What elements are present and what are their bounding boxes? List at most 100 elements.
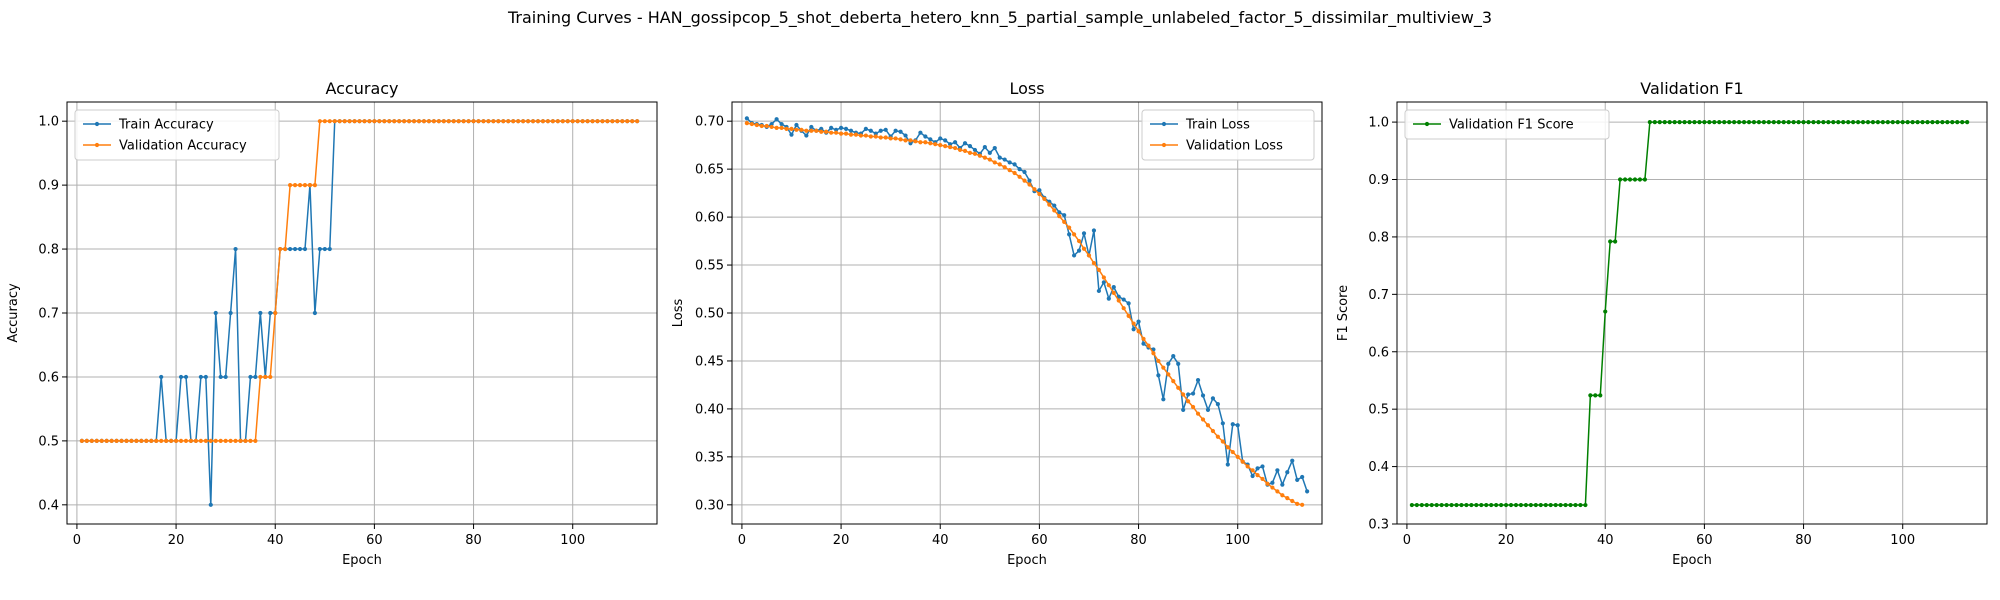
data-point bbox=[322, 119, 327, 124]
validation-f1-chart: 0 20 40 60 80 100 0.3 0.4 0.5 0.6 0.7 0.8 0.9 1.0 Vali… bbox=[1336, 79, 1988, 568]
data-point bbox=[923, 134, 928, 139]
data-point bbox=[223, 374, 228, 380]
data-point bbox=[843, 126, 849, 131]
y-tick-label: 0.65 bbox=[695, 163, 724, 178]
data-point bbox=[193, 438, 199, 443]
data-point bbox=[967, 144, 973, 149]
data-point bbox=[1141, 336, 1146, 341]
y-tick-label: 0.6 bbox=[38, 370, 59, 385]
data-point bbox=[1111, 285, 1116, 290]
data-point bbox=[1190, 391, 1196, 396]
data-point bbox=[943, 144, 948, 149]
data-point bbox=[1240, 459, 1245, 464]
data-point bbox=[173, 438, 179, 443]
data-point bbox=[327, 119, 332, 124]
data-point bbox=[1642, 177, 1647, 182]
x-tick-label: 100 bbox=[1225, 533, 1250, 548]
data-point bbox=[1454, 502, 1459, 508]
y-tick-label: 0.70 bbox=[695, 115, 724, 130]
y-tick-label: 0.5 bbox=[1368, 403, 1389, 418]
data-point bbox=[426, 119, 432, 124]
data-point bbox=[1429, 502, 1434, 508]
data-point bbox=[1831, 120, 1836, 125]
data-point bbox=[1935, 120, 1940, 125]
data-point bbox=[1161, 397, 1166, 402]
data-point bbox=[203, 374, 208, 380]
data-point bbox=[749, 121, 754, 127]
data-point bbox=[1106, 283, 1111, 288]
data-point bbox=[1469, 502, 1474, 508]
data-point bbox=[1667, 120, 1672, 125]
data-point bbox=[1086, 253, 1092, 258]
data-point bbox=[1235, 454, 1240, 459]
data-point bbox=[1568, 502, 1573, 508]
data-point bbox=[1116, 298, 1121, 303]
data-point bbox=[630, 119, 635, 124]
x-tick-label: 20 bbox=[1498, 533, 1515, 548]
data-point bbox=[848, 128, 854, 133]
data-point bbox=[377, 119, 382, 124]
data-point bbox=[883, 135, 888, 140]
data-point bbox=[253, 438, 258, 443]
data-point bbox=[1022, 169, 1027, 175]
data-point bbox=[144, 438, 149, 443]
data-point bbox=[1027, 182, 1032, 187]
data-point bbox=[1875, 120, 1881, 125]
data-point bbox=[218, 438, 223, 443]
data-point bbox=[337, 119, 342, 124]
data-point bbox=[769, 124, 774, 130]
data-point bbox=[1002, 157, 1007, 162]
data-point bbox=[1895, 120, 1900, 125]
data-point bbox=[292, 183, 298, 188]
data-point bbox=[1186, 399, 1191, 404]
data-point bbox=[1806, 120, 1811, 125]
data-point bbox=[198, 438, 203, 443]
data-point bbox=[317, 246, 322, 252]
data-point bbox=[1692, 120, 1697, 125]
data-point bbox=[1091, 228, 1097, 233]
data-point bbox=[1439, 502, 1444, 508]
data-point bbox=[1697, 120, 1702, 125]
accuracy-chart: 0 20 40 60 80 100 0.4 0.5 0.6 0.7 0.8 0.9 1.0 Accurac… bbox=[6, 79, 658, 568]
data-point bbox=[496, 119, 501, 124]
data-point bbox=[585, 119, 590, 124]
x-tick-label: 0 bbox=[1403, 533, 1411, 548]
data-point bbox=[1096, 267, 1101, 272]
data-point bbox=[178, 438, 184, 443]
data-point bbox=[962, 148, 968, 154]
data-point bbox=[838, 131, 844, 136]
legend-swatch-marker bbox=[94, 142, 100, 148]
data-point bbox=[248, 374, 253, 380]
data-point bbox=[278, 246, 283, 252]
data-point bbox=[1042, 196, 1047, 201]
data-point bbox=[1489, 502, 1494, 508]
y-tick-label: 0.9 bbox=[1368, 173, 1389, 188]
y-tick-label: 0.5 bbox=[38, 434, 59, 449]
legend-swatch-marker bbox=[94, 121, 100, 127]
data-point bbox=[79, 438, 84, 443]
data-point bbox=[590, 119, 595, 124]
data-point bbox=[397, 119, 402, 124]
legend-label: Validation F1 Score bbox=[1449, 118, 1574, 133]
data-point bbox=[908, 138, 913, 143]
data-point bbox=[898, 137, 903, 142]
data-point bbox=[1081, 246, 1087, 251]
data-point bbox=[481, 119, 486, 124]
data-point bbox=[456, 119, 461, 124]
x-tick-label: 20 bbox=[168, 533, 185, 548]
data-point bbox=[1072, 253, 1077, 258]
data-point bbox=[154, 438, 159, 443]
data-point bbox=[1622, 177, 1628, 182]
data-point bbox=[804, 133, 809, 138]
data-point bbox=[1796, 120, 1801, 125]
data-point bbox=[560, 119, 565, 124]
data-point bbox=[471, 119, 476, 124]
data-point bbox=[1250, 473, 1255, 479]
data-point bbox=[1766, 120, 1771, 125]
data-point bbox=[987, 157, 992, 162]
data-point bbox=[605, 119, 610, 124]
data-point bbox=[228, 438, 233, 443]
data-point bbox=[957, 147, 963, 153]
data-point bbox=[1741, 120, 1747, 125]
